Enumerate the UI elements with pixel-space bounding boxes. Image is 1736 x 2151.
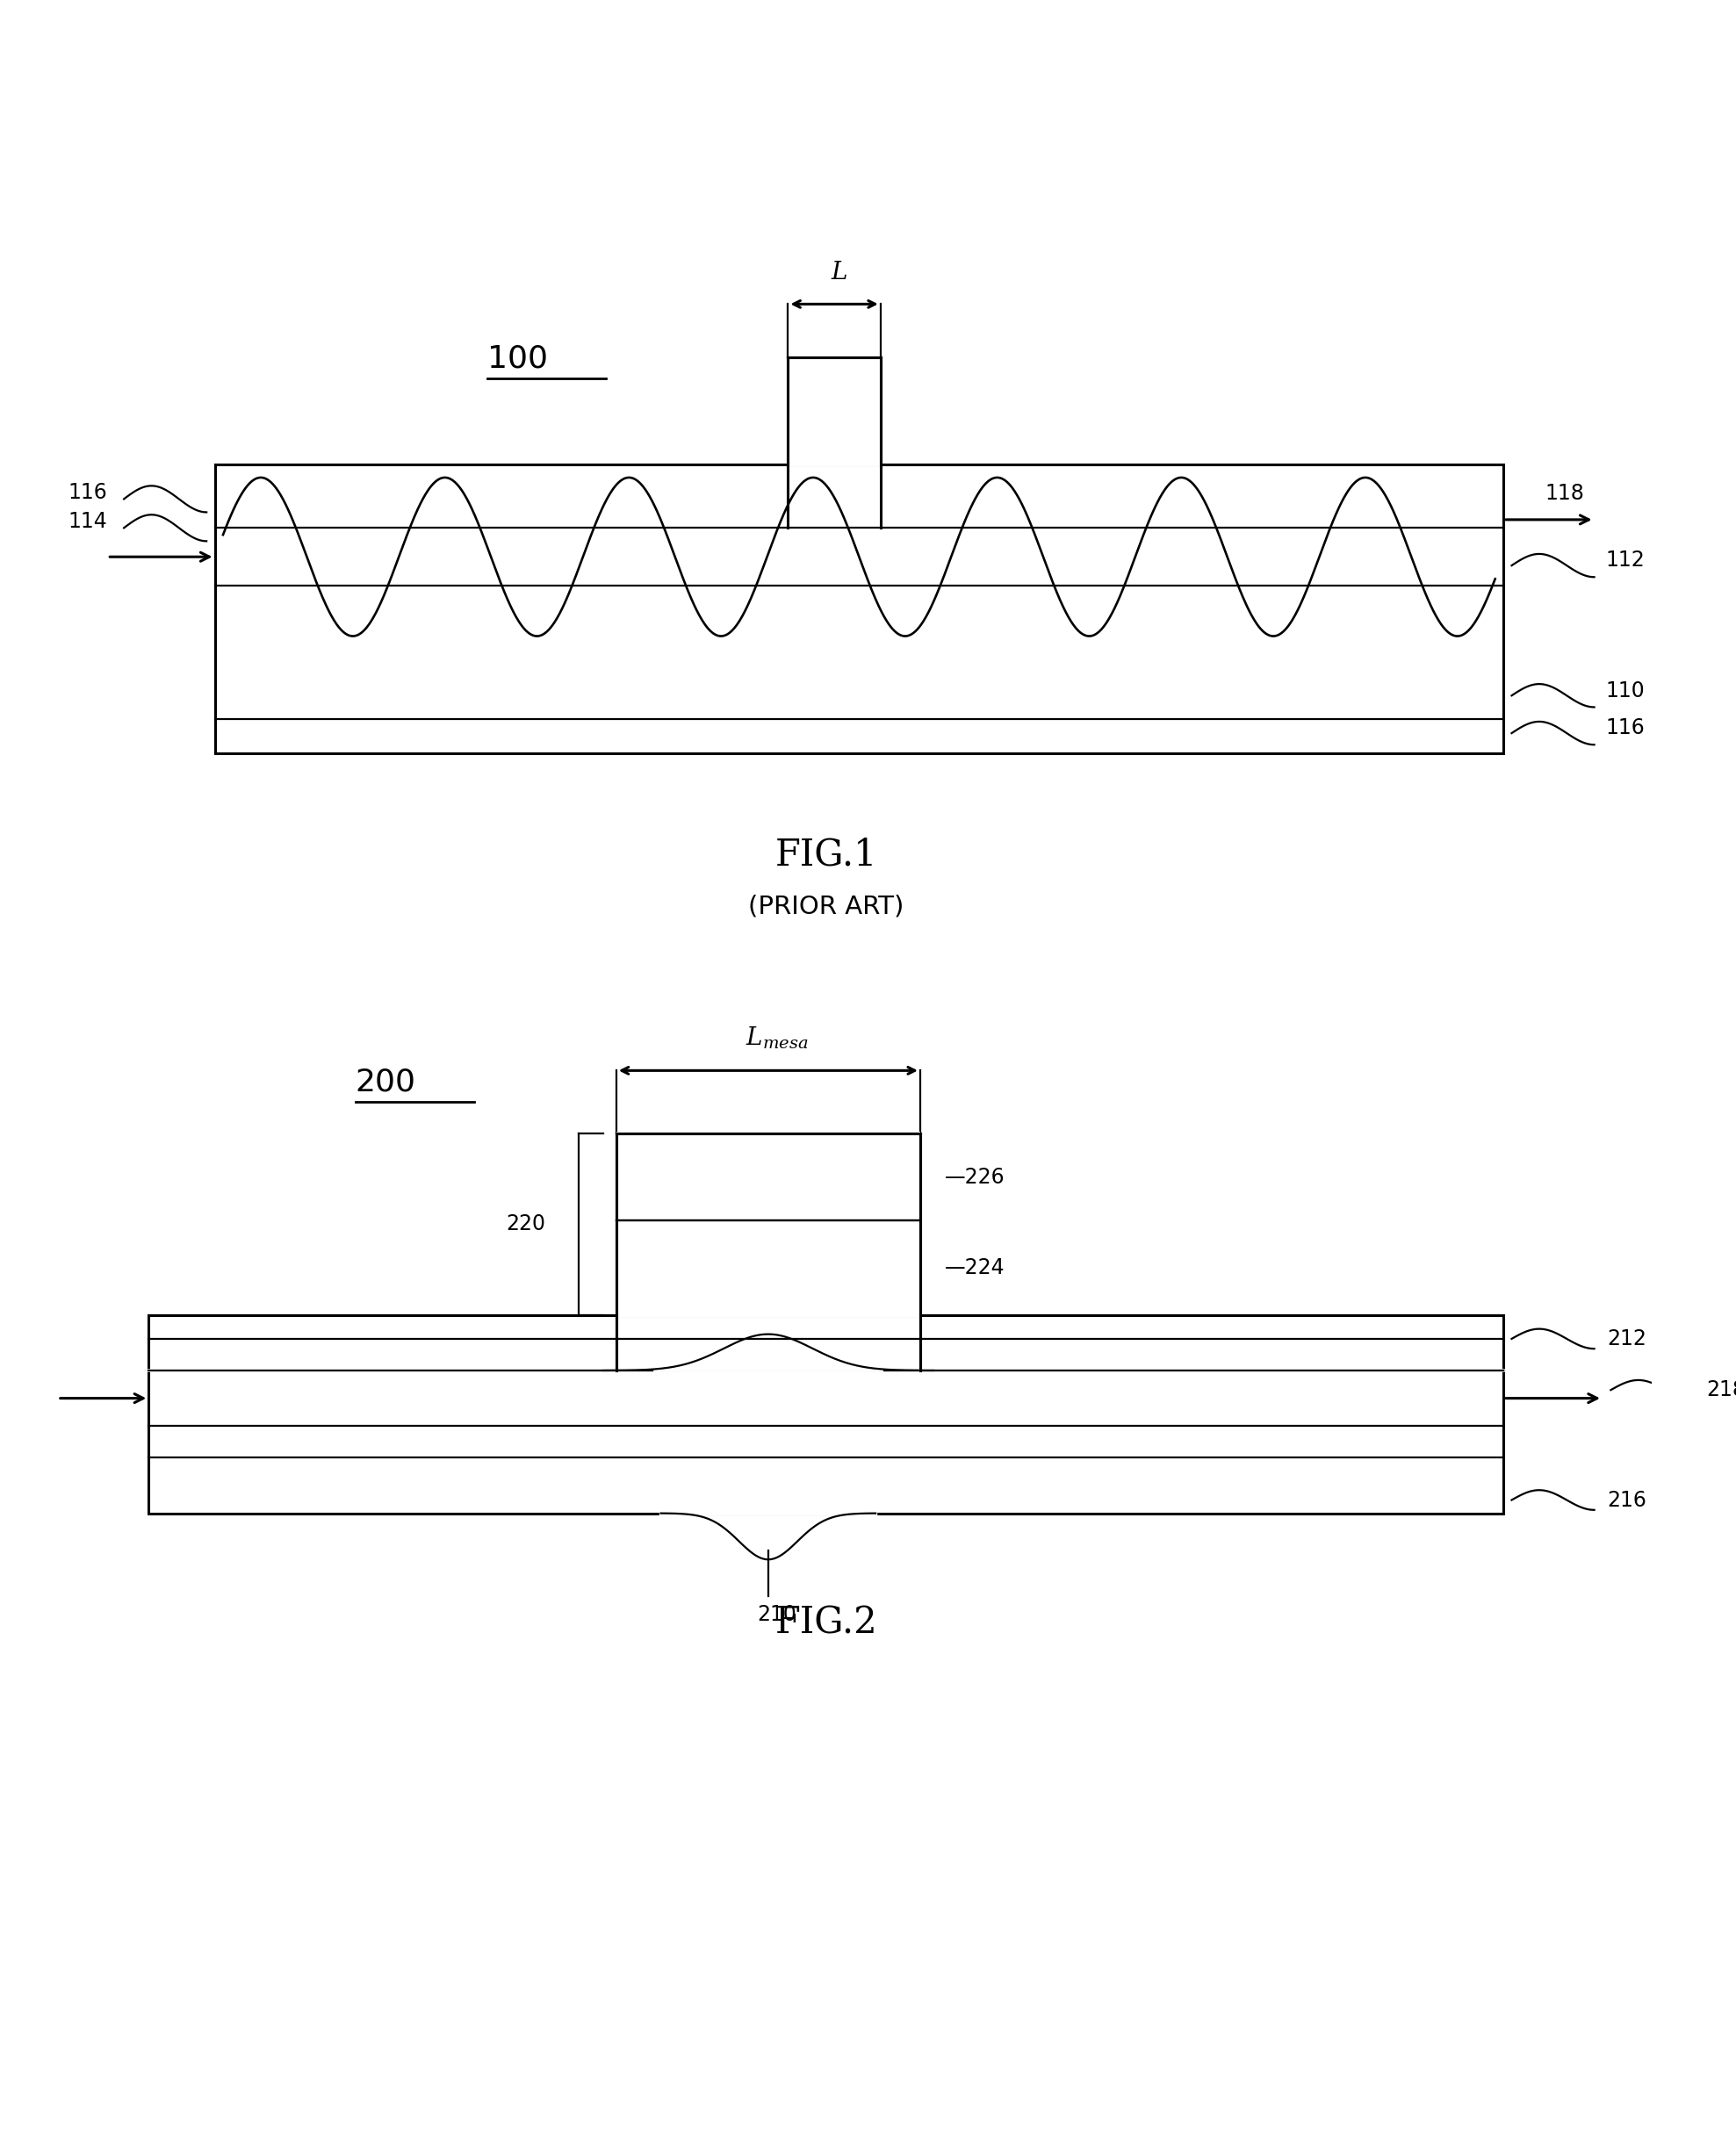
Text: FIG.1: FIG.1 bbox=[774, 837, 877, 873]
Text: 110: 110 bbox=[1606, 680, 1646, 701]
Text: FIG.2: FIG.2 bbox=[774, 1605, 877, 1641]
Bar bbox=[616, 1131, 920, 1316]
Text: L: L bbox=[832, 260, 847, 284]
Text: —224: —224 bbox=[944, 1256, 1005, 1278]
Text: L$_{\mathregular{mesa}}$: L$_{\mathregular{mesa}}$ bbox=[745, 1024, 807, 1050]
Text: 218: 218 bbox=[1706, 1379, 1736, 1400]
Bar bbox=[215, 465, 1503, 753]
Text: 116: 116 bbox=[68, 482, 108, 503]
Text: —226: —226 bbox=[944, 1166, 1005, 1187]
Bar bbox=[788, 355, 880, 467]
Text: 100: 100 bbox=[488, 344, 549, 374]
Text: 118: 118 bbox=[1545, 482, 1585, 503]
Text: 210: 210 bbox=[757, 1605, 797, 1626]
Text: 216: 216 bbox=[1608, 1488, 1647, 1510]
Text: 212: 212 bbox=[1608, 1329, 1647, 1349]
Text: 116: 116 bbox=[1606, 718, 1646, 738]
Text: 200: 200 bbox=[356, 1067, 417, 1097]
Text: 114: 114 bbox=[68, 510, 108, 531]
Text: (PRIOR ART): (PRIOR ART) bbox=[748, 895, 904, 918]
Text: 112: 112 bbox=[1606, 551, 1646, 570]
Text: 220: 220 bbox=[505, 1213, 545, 1235]
Bar bbox=[149, 1314, 1503, 1514]
